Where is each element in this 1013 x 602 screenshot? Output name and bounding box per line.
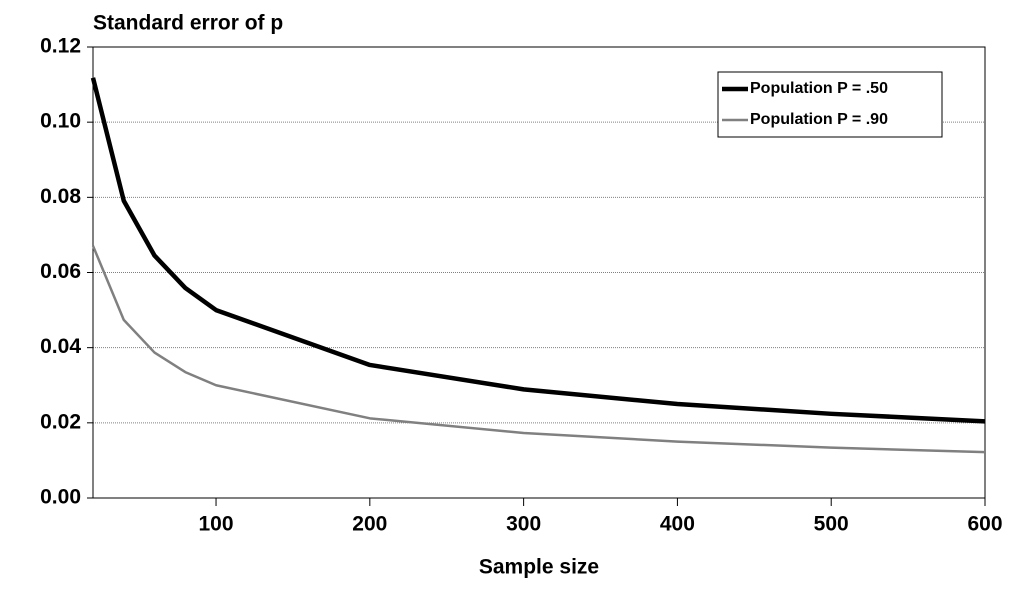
legend-label: Population P = .90 bbox=[750, 111, 888, 128]
x-tick-label: 100 bbox=[199, 513, 234, 536]
y-tick-label: 0.00 bbox=[40, 486, 81, 509]
legend-label: Population P = .50 bbox=[750, 80, 888, 97]
y-tick-label: 0.02 bbox=[40, 410, 81, 433]
y-tick-label: 0.12 bbox=[40, 35, 81, 58]
y-tick-label: 0.10 bbox=[40, 110, 81, 133]
x-tick-label: 400 bbox=[660, 513, 695, 536]
y-tick-label: 0.06 bbox=[40, 260, 81, 283]
y-tick-label: 0.04 bbox=[40, 335, 81, 358]
x-tick-label: 600 bbox=[967, 513, 1002, 536]
x-tick-label: 300 bbox=[506, 513, 541, 536]
x-tick-label: 200 bbox=[352, 513, 387, 536]
data-line bbox=[90, 77, 986, 424]
x-axis-title: Sample size bbox=[479, 556, 599, 579]
plot-frame bbox=[92, 46, 986, 499]
legend-box bbox=[717, 71, 943, 138]
data-line bbox=[91, 245, 986, 454]
x-tick-label: 500 bbox=[814, 513, 849, 536]
y-tick-label: 0.08 bbox=[40, 185, 81, 208]
chart-title: Standard error of p bbox=[93, 12, 283, 35]
